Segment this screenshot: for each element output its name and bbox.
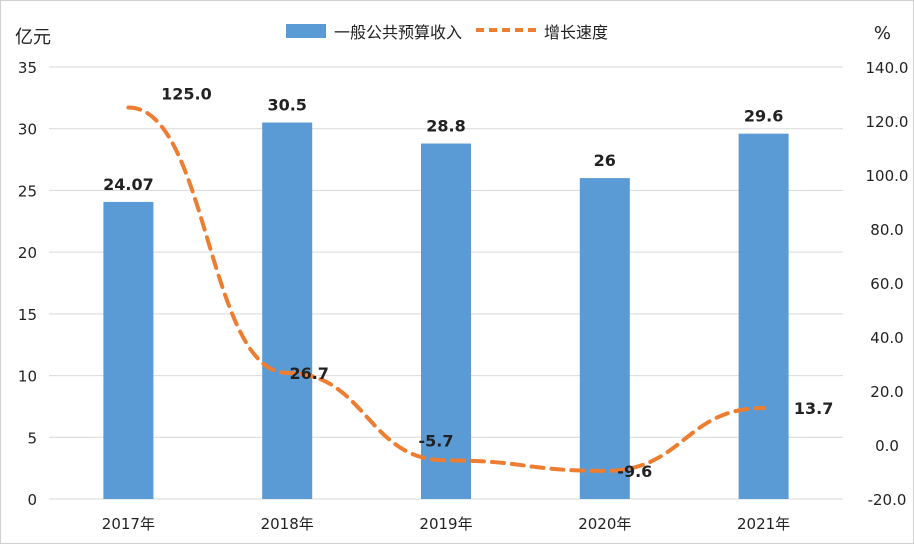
y-tick-label: 25 [18, 182, 37, 200]
y2-tick-label: 140.0 [866, 59, 909, 77]
y-tick-label: 35 [18, 59, 37, 77]
y-tick-label: 0 [27, 491, 37, 509]
legend-bar-label: 一般公共预算收入 [334, 23, 463, 42]
x-tick-label: 2018年 [261, 515, 314, 533]
legend-line-swatch [476, 28, 537, 36]
legend-line-label: 增长速度 [544, 23, 609, 42]
right-axis-title: % [873, 23, 891, 44]
y-tick-label: 20 [18, 244, 37, 262]
y2-tick-label: 80.0 [870, 221, 903, 239]
bar-data-label: 24.07 [103, 175, 154, 194]
line-data-label: -9.6 [617, 462, 652, 481]
bar [579, 178, 630, 500]
y-tick-label: 30 [18, 121, 37, 139]
bar [738, 133, 789, 499]
x-tick-label: 2019年 [419, 515, 472, 533]
legend-bar-swatch [286, 24, 326, 38]
legend-item-bar: 一般公共预算收入 [286, 19, 462, 43]
y2-tick-label: 0.0 [875, 437, 899, 455]
x-tick-label: 2020年 [578, 515, 631, 533]
y2-tick-label: 120.0 [866, 113, 909, 131]
x-tick-label: 2017年 [102, 515, 155, 533]
y2-tick-label: 60.0 [870, 275, 903, 293]
line-data-label: 125.0 [161, 85, 212, 104]
bar-data-label: 30.5 [267, 96, 306, 115]
bar [103, 201, 154, 500]
y2-tick-label: 100.0 [866, 167, 909, 185]
y2-tick-label: 40.0 [870, 329, 903, 347]
bar-data-label: 29.6 [744, 107, 783, 126]
y2-tick-label: 20.0 [870, 383, 903, 401]
y-tick-label: 15 [18, 306, 37, 324]
growth-line [126, 105, 766, 473]
left-axis-title: 亿元 [15, 27, 51, 48]
line-data-label: 13.7 [794, 399, 833, 418]
line-data-label: 26.7 [289, 364, 328, 383]
bar-data-label: 28.8 [426, 117, 465, 136]
line-data-label: -5.7 [419, 431, 454, 450]
y2-tick-label: -20.0 [868, 491, 907, 509]
y-tick-label: 5 [27, 429, 37, 447]
legend: 一般公共预算收入 增长速度 [286, 19, 608, 43]
y-tick-label: 10 [18, 368, 37, 386]
bar-data-label: 26 [594, 151, 616, 170]
bar [421, 143, 471, 500]
bar [262, 122, 313, 500]
legend-item-line: 增长速度 [476, 19, 608, 43]
x-tick-label: 2021年 [737, 515, 790, 533]
